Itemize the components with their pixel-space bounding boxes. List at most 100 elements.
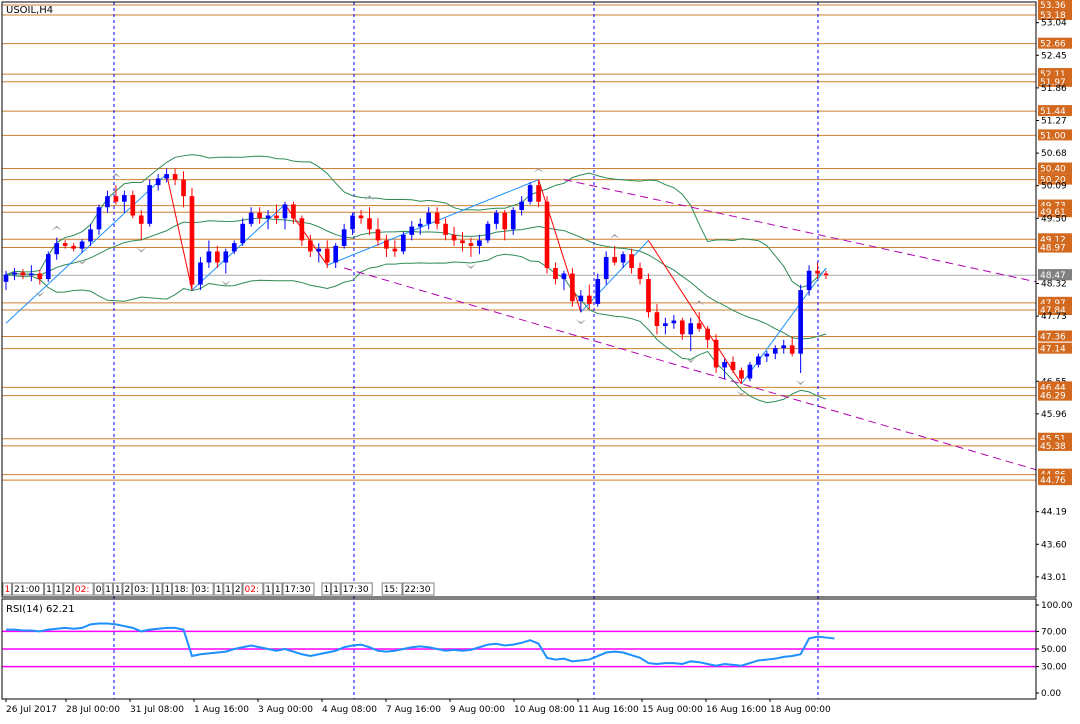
price-tick-label: 49.50	[1041, 214, 1067, 224]
price-level-tag	[1038, 389, 1072, 401]
session-marker-label: 2	[125, 585, 131, 595]
candle-body	[798, 290, 803, 354]
candle-body	[257, 212, 262, 219]
session-marker-box	[223, 582, 233, 596]
rsi-tick-label: 100.00	[1041, 601, 1073, 611]
candle-body	[324, 248, 330, 263]
candle-body	[274, 215, 279, 219]
price-level-label: 53.36	[1040, 1, 1066, 11]
session-marker-label: 1	[225, 585, 231, 595]
candle-body	[265, 215, 271, 219]
zigzag-segment-8	[741, 267, 827, 385]
candle-body	[443, 223, 448, 235]
candle-body	[527, 185, 533, 202]
session-marker-label: 1	[165, 585, 171, 595]
price-level-label: 45.38	[1040, 442, 1066, 452]
price-level-label: 46.29	[1040, 392, 1066, 402]
candle-body	[333, 245, 339, 263]
fractal-up-icon	[364, 195, 375, 201]
time-tick-label: 9 Aug 00:00	[450, 705, 505, 715]
price-level-label: 52.66	[1040, 40, 1066, 50]
candle-body	[730, 361, 736, 371]
candle-body	[62, 243, 68, 246]
candle-body	[722, 361, 727, 368]
session-marker-box	[321, 582, 332, 596]
session-marker-box	[263, 582, 273, 596]
candle-body	[646, 279, 651, 313]
candle-body	[772, 348, 778, 354]
candle-body	[88, 229, 93, 242]
candle-body	[502, 212, 508, 230]
price-tick-label: 52.45	[1041, 51, 1067, 61]
price-level-tag	[1038, 233, 1072, 245]
time-tick-label: 31 Jul 08:00	[130, 705, 184, 715]
fractal-down-icon	[34, 291, 45, 297]
price-level-label: 47.84	[1040, 306, 1066, 316]
session-marker-box	[112, 582, 123, 596]
candle-body	[172, 174, 178, 180]
candle-body	[130, 195, 136, 216]
price-level-label: 49.12	[1040, 235, 1066, 245]
price-level-tag	[1038, 303, 1072, 315]
candle-body	[71, 245, 76, 249]
price-tick-label: 45.96	[1041, 410, 1067, 420]
candle-body	[578, 295, 584, 302]
candle-body	[12, 272, 17, 275]
candle-body	[155, 178, 161, 186]
candle-body	[316, 248, 322, 252]
session-marker-label: 02:	[75, 585, 89, 595]
price-level-label: 47.14	[1040, 345, 1066, 355]
candle-body	[37, 273, 43, 280]
time-tick-label: 4 Aug 08:00	[322, 705, 377, 715]
session-marker-box	[63, 582, 73, 596]
candle-body	[679, 320, 685, 335]
candle-body	[409, 226, 415, 235]
price-level-tag	[1038, 432, 1072, 444]
candle-body	[231, 243, 237, 252]
candle-body	[45, 254, 51, 280]
candle-body	[3, 274, 9, 282]
price-level-label: 51.44	[1040, 107, 1066, 117]
fractal-down-icon	[77, 259, 88, 265]
time-tick-label: 18 Aug 00:00	[770, 705, 831, 715]
price-level-label: 50.40	[1040, 165, 1066, 175]
price-tick-label: 50.68	[1041, 149, 1067, 159]
session-marker-label: 03:	[134, 585, 148, 595]
time-tick-label: 26 Jul 2017	[6, 705, 57, 715]
candle-body	[384, 240, 389, 249]
session-marker-box	[402, 582, 435, 596]
price-level-label: 52.11	[1040, 70, 1066, 80]
price-level-label: 48.97	[1040, 244, 1066, 254]
time-tick-label: 16 Aug 16:00	[706, 705, 767, 715]
bollinger-upper	[5, 154, 827, 288]
candle-body	[688, 323, 694, 335]
session-marker-label: 0	[96, 585, 102, 595]
channel-lower-line	[344, 267, 1037, 471]
session-marker-label: 15:	[384, 585, 398, 595]
zigzag-segment-7	[648, 240, 742, 385]
candle-body	[240, 223, 246, 244]
price-tick-label: 44.19	[1041, 508, 1067, 518]
candle-body	[248, 212, 254, 224]
price-level-label: 49.61	[1040, 208, 1066, 218]
candle-body	[79, 241, 85, 249]
session-marker-label: 1	[56, 585, 62, 595]
main-frame	[1, 1, 1037, 598]
candle-body	[620, 254, 626, 263]
price-tick-label: 51.27	[1041, 116, 1067, 126]
candle-body	[493, 212, 499, 224]
fractal-up-icon	[51, 225, 62, 231]
candle-body	[654, 312, 660, 327]
fractal-up-icon	[110, 173, 121, 179]
session-marker-box	[232, 582, 243, 596]
price-level-label: 50.20	[1040, 176, 1066, 186]
price-level-tag	[1038, 439, 1072, 451]
session-marker-label: 1	[275, 585, 281, 595]
candle-body	[586, 295, 592, 304]
candle-body	[138, 215, 144, 224]
candle-body	[181, 179, 186, 197]
candle-body	[392, 248, 398, 252]
candle-body	[561, 273, 567, 280]
candle-body	[595, 279, 601, 304]
candle-body	[739, 370, 744, 379]
